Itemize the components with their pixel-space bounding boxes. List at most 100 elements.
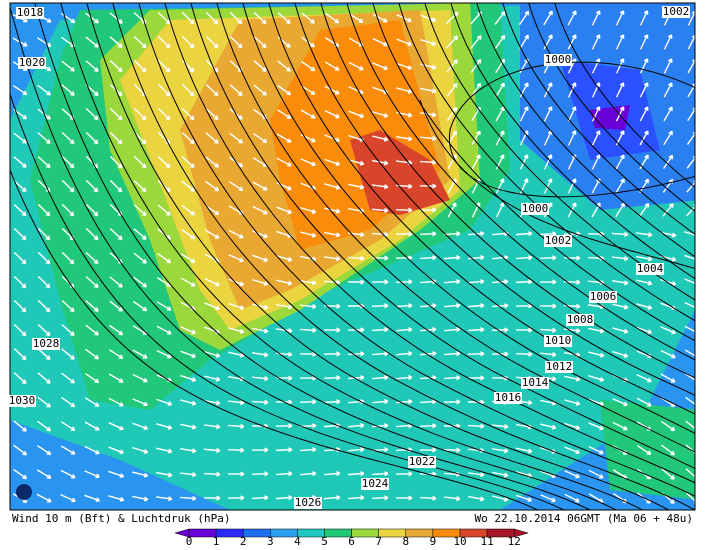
wind-arrow	[13, 420, 27, 432]
wind-arrow	[443, 231, 461, 237]
wind-arrow	[133, 59, 147, 73]
wind-arrow	[109, 276, 123, 288]
wind-arrow	[252, 205, 268, 215]
legend-swatch	[513, 528, 530, 538]
wind-arrow	[252, 327, 269, 334]
wind-arrow	[229, 132, 244, 144]
wind-arrow	[611, 231, 629, 237]
wind-arrow	[108, 373, 124, 383]
wind-arrow	[588, 445, 604, 455]
wind-arrow	[495, 130, 505, 146]
wind-arrow	[156, 423, 173, 430]
wind-arrow	[300, 231, 317, 238]
wind-arrow	[13, 156, 27, 168]
wind-arrow	[228, 302, 245, 310]
wind-arrow	[639, 34, 649, 50]
wind-arrow	[132, 398, 148, 407]
wind-arrow	[84, 470, 100, 479]
wind-arrow	[419, 207, 437, 213]
wind-arrow	[347, 279, 365, 285]
wind-arrow	[639, 10, 649, 26]
wind-area	[350, 130, 450, 215]
legend-label: 0	[186, 535, 193, 546]
wind-arrow	[252, 181, 268, 191]
wind-arrow	[686, 204, 695, 217]
isobar	[476, 3, 695, 258]
wind-arrow	[204, 399, 221, 406]
wind-arrow	[37, 227, 51, 241]
wind-arrow	[253, 36, 267, 49]
wind-arrow	[156, 325, 172, 335]
wind-arrow	[467, 327, 485, 333]
wind-arrow	[445, 11, 459, 25]
wind-arrow	[277, 84, 292, 96]
wind-arrow	[109, 179, 123, 193]
isobar-label-bg	[494, 392, 522, 404]
wind-arrow	[108, 446, 124, 455]
wind-arrow	[615, 82, 625, 98]
wind-arrow	[611, 280, 629, 286]
wind-arrow	[60, 421, 76, 432]
wind-arrow	[227, 423, 245, 429]
wind-arrow	[156, 349, 172, 359]
wind-arrow	[13, 251, 27, 265]
wind-arrow	[467, 351, 485, 357]
wind-arrow	[180, 326, 196, 335]
wind-arrow	[133, 204, 147, 217]
wind-arrow	[636, 373, 652, 383]
wind-arrow	[371, 423, 389, 429]
wind-arrow	[591, 154, 601, 170]
wind-arrow	[133, 228, 147, 240]
wind-arrow	[612, 303, 629, 310]
legend-label: 12	[508, 535, 521, 546]
wind-arrow	[372, 62, 388, 71]
wind-arrow	[276, 255, 293, 262]
wind-arrow	[228, 278, 244, 287]
wind-arrow	[539, 303, 557, 309]
wind-arrow	[60, 494, 76, 503]
isobar	[190, 3, 695, 469]
wind-arrow	[515, 255, 533, 261]
wind-arrow	[591, 10, 601, 26]
wind-arrow	[519, 82, 529, 98]
isobar	[138, 3, 695, 497]
wind-arrow	[348, 61, 364, 71]
isobar-label: 1002	[545, 234, 572, 247]
wind-arrow	[470, 35, 482, 49]
wind-arrow	[324, 183, 341, 190]
wind-arrow	[371, 351, 389, 357]
wind-arrow	[591, 106, 601, 122]
wind-arrow	[563, 328, 581, 334]
wind-arrow	[323, 256, 341, 262]
wind-arrow	[347, 495, 365, 501]
wind-arrow	[108, 397, 124, 407]
wind-arrow	[299, 327, 317, 333]
wind-arrow	[299, 447, 317, 453]
wind-arrow	[371, 399, 389, 405]
wind-arrow	[660, 373, 676, 383]
wind-arrow	[133, 252, 147, 264]
wind-area	[600, 400, 695, 500]
isobar-label-bg	[662, 6, 690, 18]
wind-arrow	[252, 230, 268, 239]
wind-arrow	[61, 132, 75, 145]
wind-arrow	[612, 350, 629, 358]
wind-arrow	[251, 471, 269, 477]
wind-arrow	[639, 178, 650, 194]
wind-arrow	[37, 251, 51, 265]
wind-arrow	[181, 132, 195, 145]
wind-arrow	[181, 204, 196, 216]
wind-arrow	[13, 180, 27, 193]
wind-arrow	[419, 303, 437, 309]
wind-arrow	[347, 471, 365, 477]
isobar-label-bg	[566, 314, 594, 326]
wind-arrow	[348, 159, 365, 166]
wind-arrow	[109, 60, 123, 73]
wind-arrow	[515, 279, 533, 285]
wind-arrow	[157, 156, 171, 169]
wind-arrow	[251, 375, 269, 382]
wind-arrow	[108, 470, 125, 478]
isobar-label-bg	[521, 203, 549, 215]
wind-arrow	[37, 84, 52, 96]
wind-arrow	[419, 231, 437, 237]
